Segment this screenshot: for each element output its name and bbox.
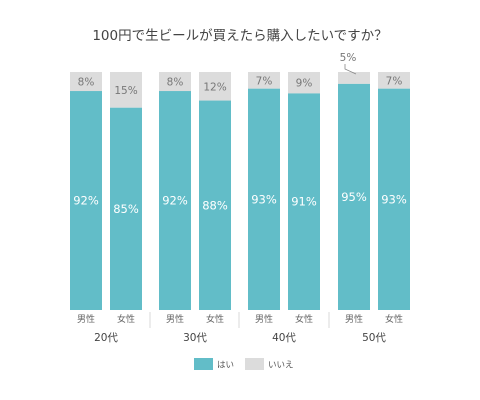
bar-no xyxy=(338,72,370,84)
tick-label-group: 40代 xyxy=(272,332,296,344)
data-label-yes: 88% xyxy=(202,198,228,212)
tick-label-gender: 男性 xyxy=(77,313,95,325)
chart-title: 100円で生ビールが買えたら購入したいですか？ xyxy=(92,28,387,44)
bar-yes xyxy=(378,88,410,310)
legend-swatch xyxy=(194,358,213,370)
tick-label-gender: 女性 xyxy=(385,313,403,325)
data-label-no: 9% xyxy=(296,78,313,90)
bar-no xyxy=(248,72,280,89)
data-label-leader xyxy=(344,64,357,75)
data-label-no: 8% xyxy=(167,77,184,89)
legend: はい いいえ xyxy=(194,358,294,371)
bar-yes xyxy=(110,107,142,310)
legend-label: いいえ xyxy=(268,361,294,371)
bar-yes xyxy=(70,91,102,310)
bar-no xyxy=(199,72,231,101)
tick-label-group: 20代 xyxy=(94,332,118,344)
tick-label-gender: 女性 xyxy=(206,313,224,325)
legend-label: はい xyxy=(217,361,234,371)
data-label-yes: 92% xyxy=(73,194,99,208)
bar-yes xyxy=(159,91,191,310)
tick-label-gender: 女性 xyxy=(117,313,135,325)
data-label-yes: 93% xyxy=(251,192,277,206)
legend-swatch xyxy=(245,358,264,370)
bar-no xyxy=(378,72,410,89)
tick-label-gender: 女性 xyxy=(295,313,313,325)
data-label-yes: 93% xyxy=(381,192,407,206)
bar-no xyxy=(110,72,142,108)
bar-yes xyxy=(248,88,280,310)
tick-label-group: 30代 xyxy=(183,332,207,344)
bar-no xyxy=(159,72,191,92)
tick-label-gender: 男性 xyxy=(166,313,184,325)
data-label-no: 7% xyxy=(256,75,273,87)
data-label-no: 5% xyxy=(340,52,357,64)
data-label-yes: 92% xyxy=(162,194,188,208)
tick-label-gender: 男性 xyxy=(345,313,363,325)
tick-label-group: 50代 xyxy=(362,332,386,344)
data-label-yes: 85% xyxy=(113,202,139,216)
tick-label-gender: 男性 xyxy=(255,313,273,325)
bar-yes xyxy=(288,93,320,310)
data-label-no: 15% xyxy=(114,85,137,97)
data-label-yes: 95% xyxy=(341,190,367,204)
bar-no xyxy=(288,72,320,94)
bar-yes xyxy=(338,83,370,311)
bars xyxy=(70,72,410,328)
data-label-no: 12% xyxy=(203,81,226,93)
data-label-no: 7% xyxy=(386,75,403,87)
bar-no xyxy=(70,72,102,92)
bar-yes xyxy=(199,100,231,310)
data-label-yes: 91% xyxy=(291,195,317,209)
data-label-no: 8% xyxy=(78,77,95,89)
labels: 92% 8% 男性 85% 15% 女性 92% 8% 男性 88% 12% 女性 93% 7% 男性 91%… xyxy=(73,52,407,344)
